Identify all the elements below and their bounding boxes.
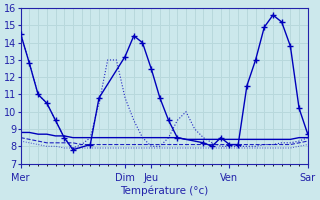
X-axis label: Température (°c): Température (°c) bbox=[120, 185, 208, 196]
